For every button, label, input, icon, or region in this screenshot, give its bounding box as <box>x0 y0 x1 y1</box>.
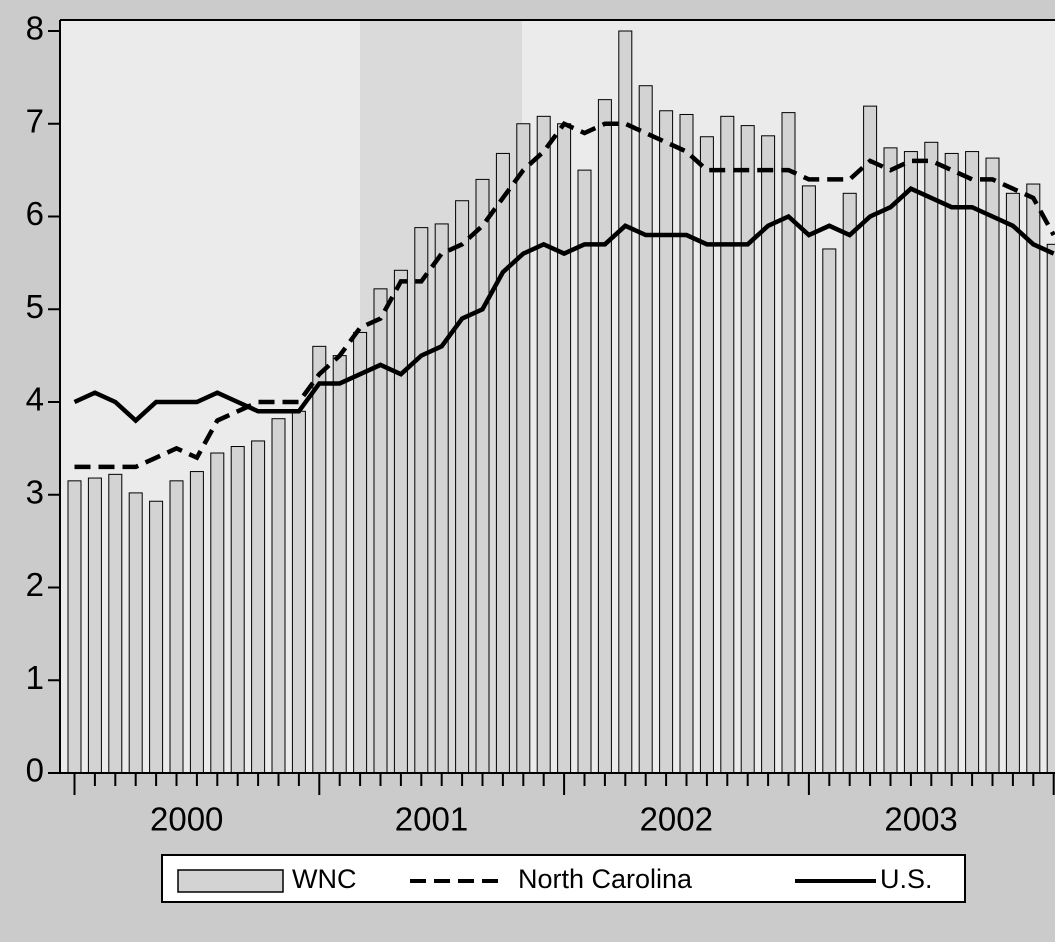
bar <box>271 418 286 773</box>
y-tick-label: 6 <box>26 195 44 232</box>
bar <box>883 147 898 773</box>
x-tick-label: 2000 <box>150 801 223 838</box>
bar <box>353 331 368 773</box>
legend-label: WNC <box>292 864 356 894</box>
bar <box>1046 243 1055 773</box>
bar <box>1026 183 1041 773</box>
bar <box>393 269 408 773</box>
line <box>74 120 1055 470</box>
bar <box>761 135 776 773</box>
x-tick-label: 2003 <box>884 801 957 838</box>
bar <box>924 141 939 773</box>
bar <box>638 85 653 773</box>
x-tick-label: 2001 <box>395 801 468 838</box>
y-tick-label: 4 <box>26 381 44 418</box>
legend-label: North Carolina <box>518 864 693 894</box>
bar <box>699 136 714 773</box>
bar <box>557 123 572 773</box>
bar <box>291 410 306 773</box>
bar <box>332 355 347 773</box>
bar <box>577 169 592 773</box>
bar <box>128 492 143 773</box>
bar <box>822 248 837 773</box>
x-tick-label: 2002 <box>640 801 713 838</box>
bar <box>189 471 204 773</box>
bar <box>618 30 633 773</box>
y-tick-label: 0 <box>26 752 44 789</box>
legend-label: U.S. <box>880 864 933 894</box>
bar <box>842 192 857 773</box>
bar <box>801 185 816 773</box>
bar <box>230 446 245 773</box>
bar <box>312 345 327 773</box>
bar <box>903 151 918 773</box>
bar <box>679 113 694 773</box>
y-tick-label: 3 <box>26 473 44 510</box>
bar <box>944 152 959 773</box>
y-tick-label: 1 <box>26 659 44 696</box>
bar <box>516 123 531 773</box>
bar <box>251 440 266 773</box>
bar <box>169 480 184 773</box>
bar <box>373 288 388 773</box>
bar <box>659 110 674 773</box>
bar <box>434 223 449 773</box>
y-tick-label: 2 <box>26 566 44 603</box>
bar <box>210 452 225 773</box>
bar <box>87 477 102 773</box>
bar <box>455 200 470 773</box>
legend: WNC North Carolina U.S. <box>161 854 966 903</box>
bar <box>536 115 551 773</box>
bar <box>1005 192 1020 773</box>
bar <box>67 480 82 773</box>
bar <box>108 473 123 773</box>
line <box>73 186 1055 424</box>
bar <box>414 227 429 773</box>
bar <box>597 99 612 773</box>
bar <box>475 178 490 773</box>
bar <box>781 112 796 773</box>
legend-box <box>161 854 966 903</box>
y-tick-label: 5 <box>26 288 44 325</box>
bar <box>965 151 980 773</box>
y-tick-label: 7 <box>26 102 44 139</box>
legend-swatch <box>177 869 284 893</box>
bar <box>863 105 878 773</box>
bar <box>985 157 1000 773</box>
bar <box>720 115 735 773</box>
bar <box>740 125 755 773</box>
y-tick-label: 8 <box>26 10 44 47</box>
bar <box>149 500 164 773</box>
bar <box>495 152 510 773</box>
